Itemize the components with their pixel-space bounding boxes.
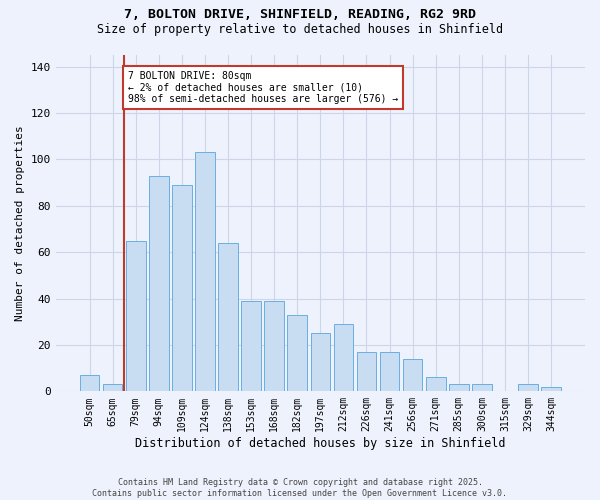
Bar [541,386,561,392]
Bar [449,384,469,392]
Text: Contains HM Land Registry data © Crown copyright and database right 2025.
Contai: Contains HM Land Registry data © Crown c… [92,478,508,498]
Bar [172,185,191,392]
Bar [241,301,261,392]
Bar [380,352,400,392]
Bar [403,359,422,392]
Bar [195,152,215,392]
Bar [265,301,284,392]
Bar [426,378,446,392]
Bar [472,384,492,392]
Bar [518,384,538,392]
Bar [311,334,330,392]
Text: 7, BOLTON DRIVE, SHINFIELD, READING, RG2 9RD: 7, BOLTON DRIVE, SHINFIELD, READING, RG2… [124,8,476,20]
Text: 7 BOLTON DRIVE: 80sqm
← 2% of detached houses are smaller (10)
98% of semi-detac: 7 BOLTON DRIVE: 80sqm ← 2% of detached h… [128,71,398,104]
Y-axis label: Number of detached properties: Number of detached properties [15,126,25,321]
Bar [334,324,353,392]
Bar [126,240,146,392]
Bar [103,384,122,392]
X-axis label: Distribution of detached houses by size in Shinfield: Distribution of detached houses by size … [135,437,506,450]
Bar [356,352,376,392]
Bar [149,176,169,392]
Bar [218,243,238,392]
Bar [287,315,307,392]
Bar [80,375,100,392]
Text: Size of property relative to detached houses in Shinfield: Size of property relative to detached ho… [97,22,503,36]
